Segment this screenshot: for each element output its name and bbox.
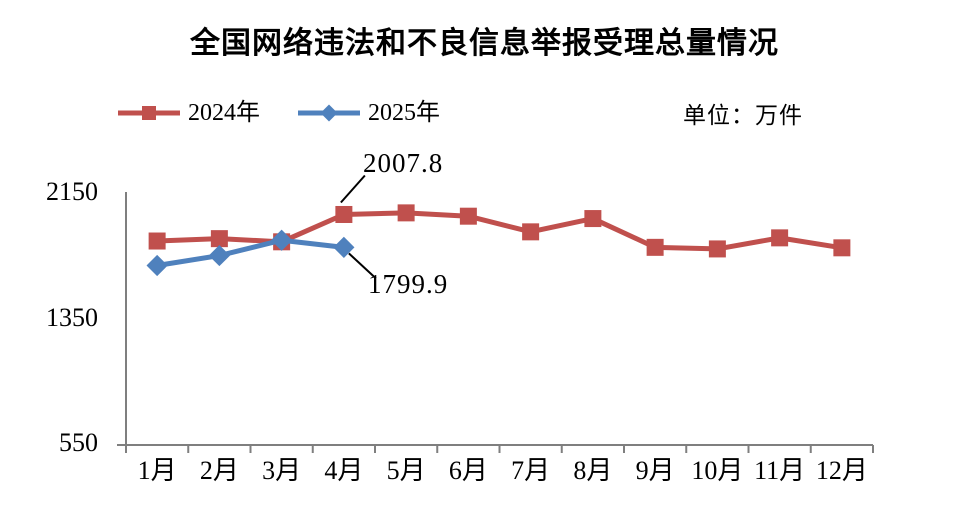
x-tick-label: 11月 xyxy=(754,456,806,485)
annotation-2024-april-peak: 2007.8 xyxy=(363,148,444,178)
x-tick-label: 1月 xyxy=(137,456,177,485)
x-tick-label: 7月 xyxy=(511,456,551,485)
annotation-2025-april: 1799.9 xyxy=(368,269,449,299)
unit-label: 单位：万件 xyxy=(683,103,803,128)
x-tick-label: 8月 xyxy=(573,456,613,485)
x-tick-label: 10月 xyxy=(691,456,744,485)
legend-item-2024: 2024年 xyxy=(117,99,260,127)
x-axis: 1月 2月 3月 4月 5月 6月 7月 8月 9月 10月 11月 12月 xyxy=(0,455,969,489)
x-tick-label: 6月 xyxy=(448,456,488,485)
y-axis-tick-label: 2150 xyxy=(46,177,98,206)
x-tick-label: 5月 xyxy=(386,456,426,485)
y-axis-tick-label: 550 xyxy=(59,428,98,457)
line-square-marker-icon xyxy=(118,106,180,120)
x-tick-label: 9月 xyxy=(635,456,675,485)
x-tick-label: 12月 xyxy=(815,456,868,485)
line-diamond-marker-icon xyxy=(298,104,360,122)
chart-title: 全国网络违法和不良信息举报受理总量情况 xyxy=(190,27,779,60)
legend-label-2024: 2024年 xyxy=(188,100,260,126)
y-axis-tick-label: 1350 xyxy=(46,303,98,332)
x-tick-label: 3月 xyxy=(262,456,302,485)
x-tick-label: 4月 xyxy=(324,456,364,485)
x-tick-label: 2月 xyxy=(199,456,239,485)
legend-item-2025: 2025年 xyxy=(297,99,440,127)
legend-label-2025: 2025年 xyxy=(368,100,440,126)
